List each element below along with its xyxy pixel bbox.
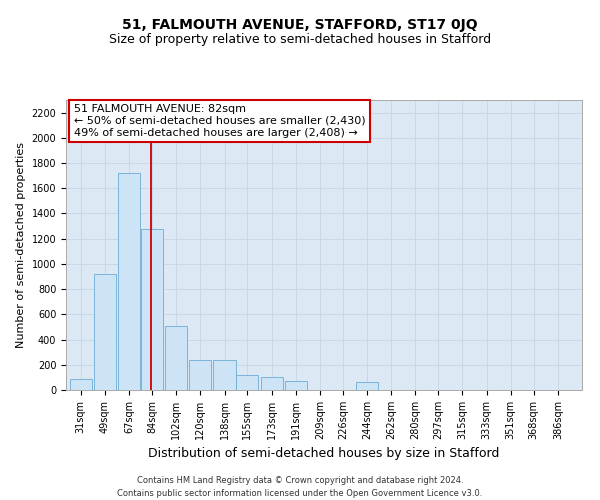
- Text: Contains HM Land Registry data © Crown copyright and database right 2024.
Contai: Contains HM Land Registry data © Crown c…: [118, 476, 482, 498]
- Bar: [141, 228, 163, 390]
- Y-axis label: Number of semi-detached properties: Number of semi-detached properties: [16, 142, 26, 348]
- Bar: [165, 326, 187, 390]
- Bar: [236, 375, 259, 390]
- Text: 51 FALMOUTH AVENUE: 82sqm
← 50% of semi-detached houses are smaller (2,430)
49% : 51 FALMOUTH AVENUE: 82sqm ← 50% of semi-…: [74, 104, 365, 138]
- Bar: [356, 382, 378, 390]
- Bar: [214, 360, 236, 390]
- Text: Size of property relative to semi-detached houses in Stafford: Size of property relative to semi-detach…: [109, 32, 491, 46]
- Text: 51, FALMOUTH AVENUE, STAFFORD, ST17 0JQ: 51, FALMOUTH AVENUE, STAFFORD, ST17 0JQ: [122, 18, 478, 32]
- Bar: [94, 274, 116, 390]
- Bar: [189, 360, 211, 390]
- X-axis label: Distribution of semi-detached houses by size in Stafford: Distribution of semi-detached houses by …: [148, 448, 500, 460]
- Bar: [260, 378, 283, 390]
- Bar: [70, 378, 92, 390]
- Bar: [118, 173, 140, 390]
- Bar: [284, 381, 307, 390]
